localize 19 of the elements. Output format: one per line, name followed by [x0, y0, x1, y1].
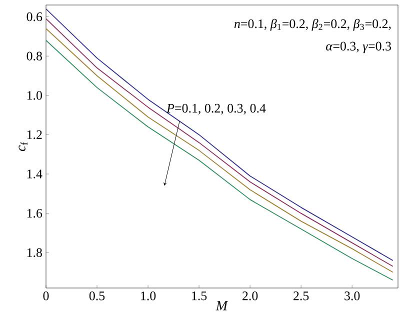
x-tick-label: 3.0 [344, 292, 360, 300]
x-tick-label: 0 [43, 292, 49, 300]
x-tick-label: 0.5 [89, 292, 105, 300]
y-tick-label: 1.0 [27, 91, 42, 100]
y-tick-label: 0.6 [26, 12, 42, 22]
x-tick-label: 2.5 [294, 292, 309, 300]
x-tick-label: 1.5 [192, 292, 207, 300]
y-tick-label: 1.4 [27, 170, 42, 178]
text: n=0.1, β$_{1}$=0.2, β$_{2}$=0.2, β$_{3}$=0.2, [234, 18, 391, 31]
x-axis-title: M [216, 301, 228, 310]
x-tick-label: 2.0 [242, 292, 258, 300]
annotation: P=0.1, 0.2, 0.3, 0.4 [166, 104, 266, 114]
y-tick-label: 1.8 [27, 248, 42, 258]
y-tick-label: 1.6 [27, 208, 42, 218]
y-axis-title: c$_{f}$ [18, 142, 28, 152]
x-tick-label: 1.0 [141, 292, 156, 300]
y-tick-label: 1.2 [27, 130, 42, 140]
y-tick-label: 0.8 [26, 52, 42, 60]
annotation: α=0.3, γ=0.3 [326, 42, 392, 54]
